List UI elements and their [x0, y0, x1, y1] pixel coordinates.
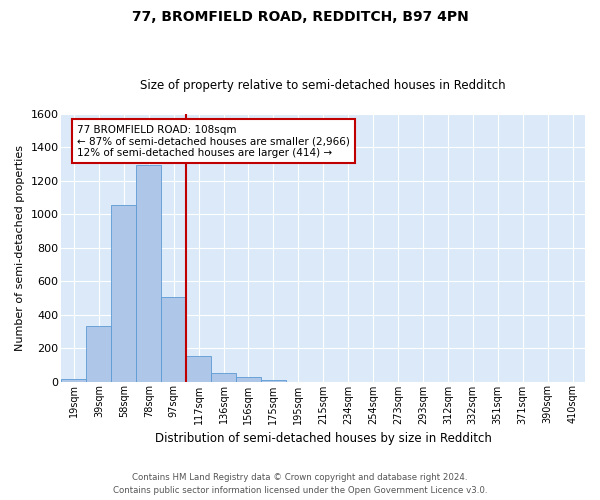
Bar — [61, 380, 86, 382]
Bar — [186, 356, 211, 382]
Text: 77, BROMFIELD ROAD, REDDITCH, B97 4PN: 77, BROMFIELD ROAD, REDDITCH, B97 4PN — [131, 10, 469, 24]
Bar — [112, 205, 136, 382]
Bar — [161, 297, 186, 382]
Bar — [86, 326, 112, 382]
Bar — [261, 380, 286, 382]
Bar — [136, 165, 161, 382]
Title: Size of property relative to semi-detached houses in Redditch: Size of property relative to semi-detach… — [140, 79, 506, 92]
Y-axis label: Number of semi-detached properties: Number of semi-detached properties — [15, 145, 25, 351]
Bar — [211, 373, 236, 382]
X-axis label: Distribution of semi-detached houses by size in Redditch: Distribution of semi-detached houses by … — [155, 432, 491, 445]
Bar — [236, 378, 261, 382]
Text: Contains HM Land Registry data © Crown copyright and database right 2024.
Contai: Contains HM Land Registry data © Crown c… — [113, 474, 487, 495]
Text: 77 BROMFIELD ROAD: 108sqm
← 87% of semi-detached houses are smaller (2,966)
12% : 77 BROMFIELD ROAD: 108sqm ← 87% of semi-… — [77, 124, 350, 158]
